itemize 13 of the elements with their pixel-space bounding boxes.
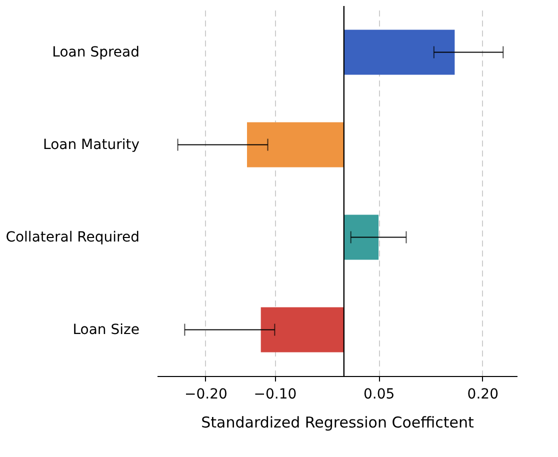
bar [247, 122, 344, 168]
bar [260, 307, 344, 352]
x-axis-title: Standardized Regression Coeffictent [201, 414, 474, 432]
x-tick-label: −0.20 [184, 386, 228, 402]
y-tick-label: Loan Size [72, 322, 140, 338]
y-tick-label: Collateral Required [6, 229, 140, 246]
y-tick-label: Loan Maturity [43, 136, 140, 153]
bar [344, 214, 379, 260]
y-tick-label: Loan Spread [52, 44, 140, 60]
x-tick-label: −0.10 [254, 386, 297, 402]
x-tick-label: 0.20 [467, 386, 498, 402]
bar [344, 30, 455, 75]
x-tick-label: 0.05 [363, 386, 395, 402]
